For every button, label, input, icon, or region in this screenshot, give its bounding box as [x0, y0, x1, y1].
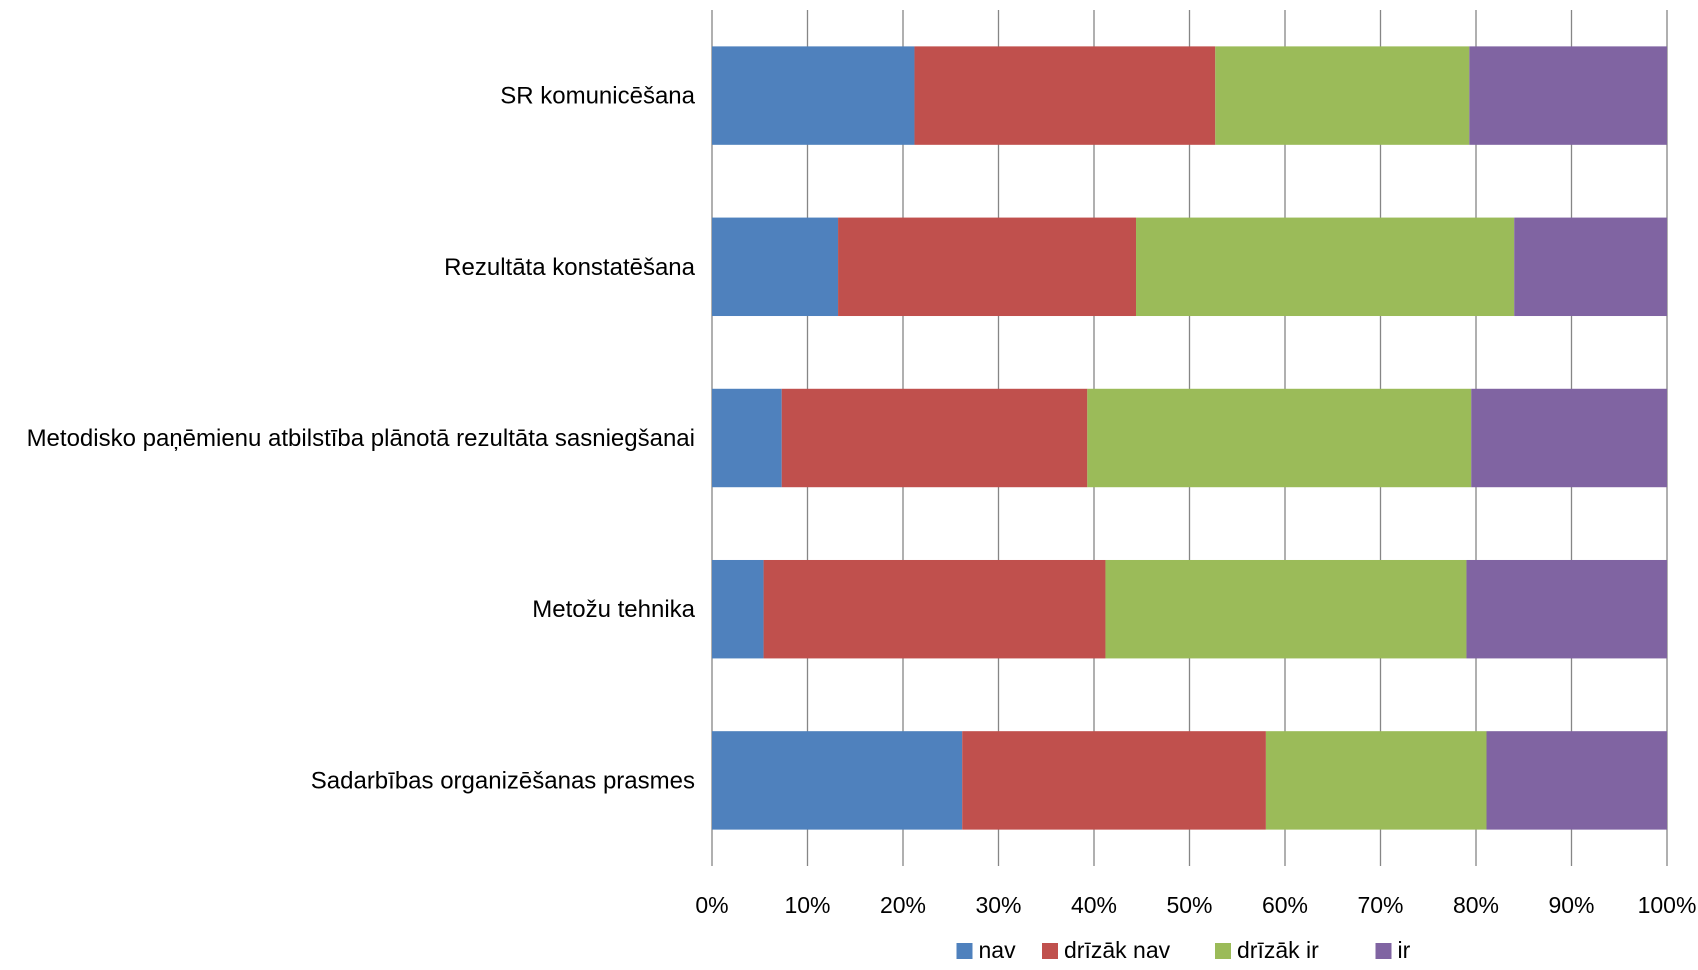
legend-label: ir [1398, 937, 1411, 963]
bar-segment [962, 731, 1266, 830]
bar-segment [1471, 388, 1667, 488]
legend-label: drīzāk nav [1064, 937, 1171, 963]
x-tick-label: 0% [695, 892, 728, 918]
x-tick-label: 50% [1166, 892, 1212, 918]
bar-segment [712, 217, 839, 317]
bar-segment [1105, 559, 1467, 659]
category-label: Sadarbības organizēšanas prasmes [311, 767, 695, 794]
bar-segment [1466, 559, 1667, 659]
x-tick-label: 70% [1357, 892, 1403, 918]
x-axis-ticks: 0% 10% 20% 30% 40% 50% 60% 70% 80% 90% 100% [695, 892, 1696, 918]
legend: nav drīzāk nav drīzāk ir ir [956, 937, 1411, 963]
bar-segment [1486, 731, 1667, 830]
legend-item: drīzāk nav [1042, 937, 1171, 963]
x-tick-label: 90% [1548, 892, 1594, 918]
category-label: Rezultāta konstatēšana [444, 254, 695, 281]
bar-segment [712, 731, 963, 830]
legend-item: nav [956, 937, 1017, 963]
legend-item: drīzāk ir [1215, 937, 1319, 963]
bar-segment [1514, 217, 1667, 317]
bar-segment [1469, 46, 1667, 145]
legend-swatch [1042, 943, 1058, 959]
bar-segment [712, 46, 915, 145]
legend-swatch [1375, 943, 1392, 959]
x-tick-label: 80% [1453, 892, 1499, 918]
legend-item: ir [1375, 937, 1411, 963]
bars [712, 46, 1667, 830]
bar-segment [712, 559, 764, 659]
bar-segment [1136, 217, 1515, 317]
x-tick-label: 30% [975, 892, 1021, 918]
category-label: Metodisko paņēmienu atbilstība plānotā r… [27, 425, 695, 452]
bar-segment [1215, 46, 1470, 145]
x-tick-label: 60% [1262, 892, 1308, 918]
x-tick-label: 10% [784, 892, 830, 918]
bar-segment [712, 388, 782, 488]
legend-swatch [956, 943, 973, 959]
category-label: Metožu tehnika [532, 596, 695, 623]
bar-segment [763, 559, 1106, 659]
x-tick-label: 20% [880, 892, 926, 918]
legend-label: drīzāk ir [1237, 937, 1319, 963]
category-label: SR komunicēšana [500, 83, 695, 110]
x-tick-label: 40% [1071, 892, 1117, 918]
bar-segment [1265, 731, 1487, 830]
legend-swatch [1215, 943, 1231, 959]
bar-segment [914, 46, 1216, 145]
bar-segment [838, 217, 1137, 317]
bar-segment [1087, 388, 1472, 488]
legend-label: nav [979, 937, 1017, 963]
bar-segment [781, 388, 1088, 488]
category-labels: SR komunicēšana Rezultāta konstatēšana Met… [27, 83, 696, 795]
x-tick-label: 100% [1638, 892, 1697, 918]
